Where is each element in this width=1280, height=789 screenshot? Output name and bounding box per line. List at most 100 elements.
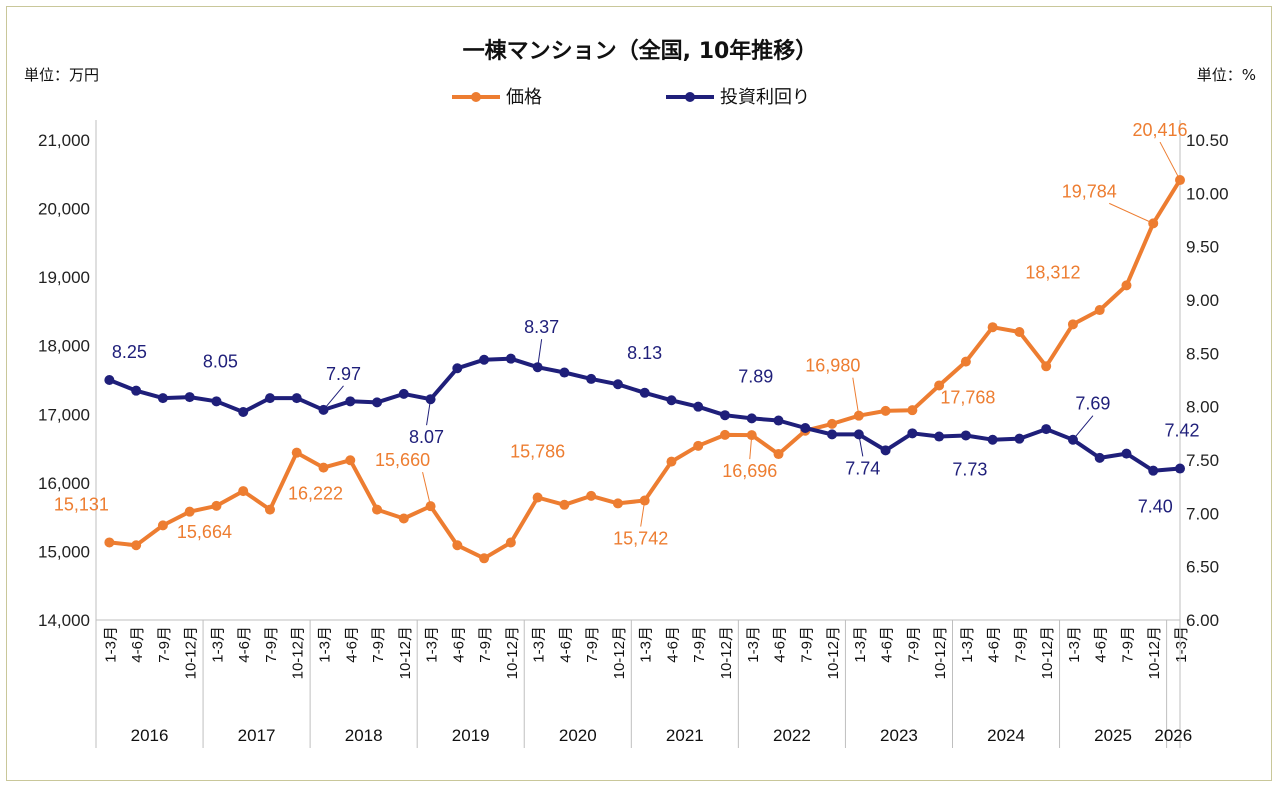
price-point xyxy=(1041,361,1052,372)
price-point xyxy=(773,449,784,460)
yield-point xyxy=(934,431,945,442)
price-data-label: 16,222 xyxy=(288,484,343,504)
yield-point xyxy=(773,415,784,426)
yield-data-label: 7.42 xyxy=(1164,421,1199,441)
price-point xyxy=(907,405,918,416)
x-tick-label: 7-9月 xyxy=(691,626,708,663)
x-tick-label: 7-9月 xyxy=(798,626,815,663)
legend-item-yield: 投資利回り xyxy=(666,87,810,108)
x-tick-label: 4-6月 xyxy=(986,626,1003,663)
price-point xyxy=(184,506,195,517)
year-label: 2023 xyxy=(880,726,918,745)
x-tick-label: 4-6月 xyxy=(1093,626,1110,663)
x-tick-label: 10-12月 xyxy=(397,626,414,679)
yield-point xyxy=(559,367,570,378)
yield-point xyxy=(827,429,838,440)
price-point xyxy=(880,405,891,416)
x-tick-label: 10-12月 xyxy=(718,626,735,679)
yield-line xyxy=(108,356,1181,473)
year-label: 2026 xyxy=(1154,726,1192,745)
yield-point xyxy=(800,423,811,433)
yield-point xyxy=(1041,424,1052,435)
price-data-label: 15,664 xyxy=(177,522,232,542)
x-tick-label: 10-12月 xyxy=(932,626,949,679)
x-tick-label: 10-12月 xyxy=(611,626,628,679)
left-axis-unit: 単位：万円 xyxy=(24,66,99,84)
x-tick-label: 1-3月 xyxy=(317,626,334,663)
price-label-leader xyxy=(1159,141,1181,181)
legend: 価格 投資利回り xyxy=(452,87,810,108)
price-point xyxy=(719,429,730,440)
x-tick-label: 4-6月 xyxy=(129,626,146,663)
left-tick-label: 16,000 xyxy=(38,474,90,493)
yield-data-label: 7.69 xyxy=(1075,394,1110,414)
price-point xyxy=(934,380,945,391)
price-point xyxy=(960,356,971,367)
price-label-leader xyxy=(422,472,432,507)
yield-point xyxy=(104,375,115,385)
price-label-leader xyxy=(749,435,753,460)
x-tick-label: 7-9月 xyxy=(905,626,922,663)
yield-point xyxy=(264,393,275,404)
price-point xyxy=(479,553,490,564)
year-label: 2021 xyxy=(666,726,704,745)
price-point xyxy=(559,499,570,510)
yield-point xyxy=(907,428,918,439)
right-tick-label: 7.50 xyxy=(1186,451,1219,470)
yield-data-label: 7.89 xyxy=(738,366,773,386)
yield-data-label: 8.25 xyxy=(112,342,147,362)
x-tick-label: 1-3月 xyxy=(852,626,869,663)
yield-data-label: 8.37 xyxy=(524,317,559,337)
price-point xyxy=(612,498,623,509)
year-label: 2022 xyxy=(773,726,811,745)
x-tick-label: 10-12月 xyxy=(183,626,200,679)
x-tick-label: 1-3月 xyxy=(959,626,976,663)
x-tick-label: 1-3月 xyxy=(1066,626,1083,663)
x-tick-label: 1-3月 xyxy=(424,626,441,663)
x-tick-label: 7-9月 xyxy=(156,626,173,663)
yield-point xyxy=(639,387,650,398)
year-label: 2017 xyxy=(238,726,276,745)
price-point xyxy=(104,537,115,548)
yield-point xyxy=(1175,463,1185,474)
price-point xyxy=(211,500,222,511)
x-tick-label: 10-12月 xyxy=(1039,626,1056,679)
year-label: 2020 xyxy=(559,726,597,745)
x-tick-label: 4-6月 xyxy=(772,626,789,663)
legend-yield-label: 投資利回り xyxy=(720,87,810,108)
right-tick-label: 9.00 xyxy=(1186,291,1219,310)
left-tick-label: 15,000 xyxy=(38,542,90,561)
right-tick-label: 7.00 xyxy=(1186,504,1219,523)
yield-point xyxy=(987,434,998,445)
price-point xyxy=(157,520,168,531)
price-data-label: 15,660 xyxy=(375,450,430,470)
x-tick-label: 7-9月 xyxy=(1012,626,1029,663)
right-tick-label: 6.50 xyxy=(1186,558,1219,577)
left-tick-label: 18,000 xyxy=(38,337,90,356)
price-point xyxy=(131,540,142,551)
yield-point xyxy=(693,401,704,412)
x-tick-label: 4-6月 xyxy=(557,626,574,663)
yield-point xyxy=(612,379,623,390)
x-tick-label: 7-9月 xyxy=(370,626,387,663)
left-tick-label: 17,000 xyxy=(38,405,90,424)
yield-point xyxy=(238,407,249,417)
price-data-label: 17,768 xyxy=(940,388,995,408)
yield-data-label: 7.73 xyxy=(952,459,987,479)
price-label-leader xyxy=(852,377,860,416)
legend-price-marker xyxy=(471,92,481,102)
price-point xyxy=(1121,280,1132,291)
price-data-label: 15,786 xyxy=(510,442,565,462)
x-tick-label: 1-3月 xyxy=(745,626,762,663)
price-point xyxy=(372,504,383,515)
x-tick-label: 10-12月 xyxy=(290,626,307,679)
yield-point xyxy=(960,430,971,441)
legend-yield-marker xyxy=(685,92,695,102)
yield-label-leader xyxy=(426,399,432,426)
left-tick-label: 20,000 xyxy=(38,200,90,219)
yield-point xyxy=(211,396,222,407)
yield-data-label: 7.97 xyxy=(326,364,361,384)
x-tick-label: 4-6月 xyxy=(879,626,896,663)
year-label: 2018 xyxy=(345,726,383,745)
price-point xyxy=(318,462,329,473)
